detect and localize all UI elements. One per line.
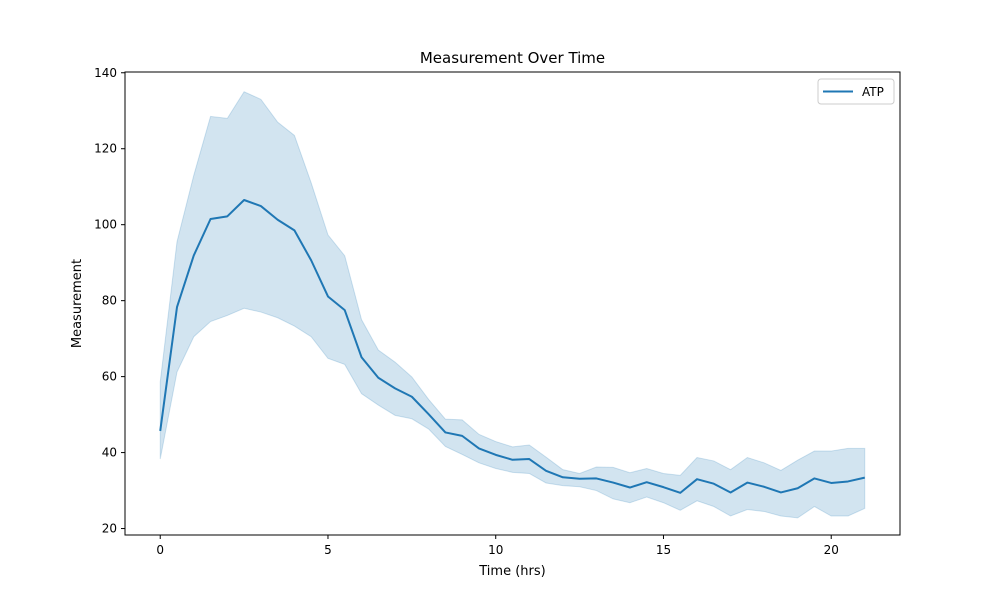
x-tick-label: 15 [656, 543, 671, 557]
x-axis-ticks: 0 5 10 15 20 [156, 535, 839, 557]
legend-label-atp: ATP [862, 85, 884, 99]
y-tick-label: 40 [102, 446, 117, 460]
x-tick-label: 5 [324, 543, 332, 557]
plot-frame [124, 71, 901, 536]
y-axis-ticks: 20 40 60 80 100 120 140 [94, 66, 125, 536]
x-tick-label: 10 [488, 543, 503, 557]
confidence-band-atp [159, 91, 866, 519]
x-tick-label: 20 [824, 543, 839, 557]
y-tick-label: 140 [94, 66, 117, 80]
confidence-band-layer [159, 91, 866, 519]
legend-frame [817, 78, 895, 105]
y-tick-label: 100 [94, 218, 117, 232]
y-axis-label: Measurement [70, 259, 85, 348]
y-tick-label: 20 [102, 522, 117, 536]
y-tick-label: 80 [102, 294, 117, 308]
y-tick-label: 120 [94, 142, 117, 156]
chart-title: Measurement Over Time [420, 49, 605, 67]
y-tick-label: 60 [102, 370, 117, 384]
series-line-layer [159, 199, 865, 494]
legend: ATP [817, 78, 895, 105]
x-tick-label: 0 [156, 543, 164, 557]
series-line-atp [159, 199, 865, 494]
x-axis-label: Time (hrs) [478, 564, 545, 579]
